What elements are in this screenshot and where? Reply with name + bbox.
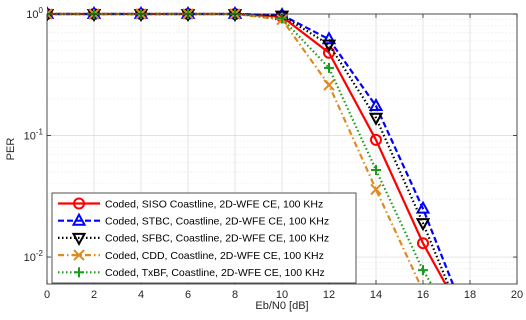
x-marker [370, 183, 382, 196]
series-line [47, 12, 455, 284]
x-tick-label: 10 [276, 289, 288, 301]
legend-label: Coded, SISO Coastline, 2D-WFE CE, 100 KH… [105, 198, 323, 210]
x-axis-label: Eb/N0 [dB] [255, 300, 308, 312]
triangle-down-marker [71, 232, 87, 246]
circle-marker [417, 237, 429, 250]
legend-label: Coded, SFBC, Coastline, 2D-WFE CE, 100 K… [105, 233, 329, 245]
x-tick-label: 20 [511, 289, 523, 301]
triangle-up-marker [415, 200, 431, 214]
triangle-up-marker [71, 212, 87, 226]
legend-entry: Coded, SFBC, Coastline, 2D-WFE CE, 100 K… [58, 232, 329, 246]
triangle-up-marker [368, 97, 384, 111]
x-tick-label: 14 [370, 289, 382, 301]
circle-marker [73, 197, 85, 210]
y-axis-label: PER [5, 138, 17, 161]
x-tick-label: 16 [417, 289, 429, 301]
x-tick-label: 4 [138, 289, 144, 301]
x-tick-label: 18 [464, 289, 476, 301]
circle-marker [370, 133, 382, 146]
triangle-up-marker [321, 31, 337, 45]
legend-entry: Coded, STBC, Coastline, 2D-WFE CE, 100 K… [58, 212, 329, 228]
x-marker [47, 8, 53, 16]
triangle-down-marker [321, 39, 337, 53]
legend: Coded, SISO Coastline, 2D-WFE CE, 100 KH… [51, 192, 357, 284]
series-line [47, 12, 422, 284]
triangle-down-marker [415, 218, 431, 232]
legend-label: Coded, TxBF, Coastline, 2D-WFE CE, 100 K… [105, 267, 325, 279]
y-tick-label: 10-1 [24, 128, 44, 143]
x-marker [47, 12, 53, 20]
legend-entry: Coded, TxBF, Coastline, 2D-WFE CE, 100 K… [58, 267, 325, 279]
x-tick-label: 12 [323, 289, 335, 301]
x-tick-labels: 0 2 4 6 8 10 12 14 16 18 20 [44, 289, 523, 301]
y-tick-label: 100 [26, 6, 43, 21]
triangle-down-marker [368, 112, 384, 126]
circle-marker [323, 46, 335, 59]
legend-entry: Coded, SISO Coastline, 2D-WFE CE, 100 KH… [58, 197, 323, 210]
legend-entry: Coded, CDD, Coastline, 2D-WFE CE, 100 KH… [58, 249, 324, 262]
x-tick-label: 0 [44, 289, 50, 301]
x-marker [323, 79, 335, 91]
y-tick-label: 10-2 [24, 249, 44, 264]
x-tick-label: 2 [91, 289, 97, 301]
legend-label: Coded, STBC, Coastline, 2D-WFE CE, 100 K… [105, 216, 329, 228]
legend-box [51, 192, 357, 284]
x-tick-label: 6 [185, 289, 191, 301]
y-tick-labels: 100 10-1 10-2 [24, 6, 44, 264]
x-tick-label: 8 [232, 289, 238, 301]
x-marker [73, 249, 85, 261]
legend-label: Coded, CDD, Coastline, 2D-WFE CE, 100 KH… [105, 250, 324, 262]
